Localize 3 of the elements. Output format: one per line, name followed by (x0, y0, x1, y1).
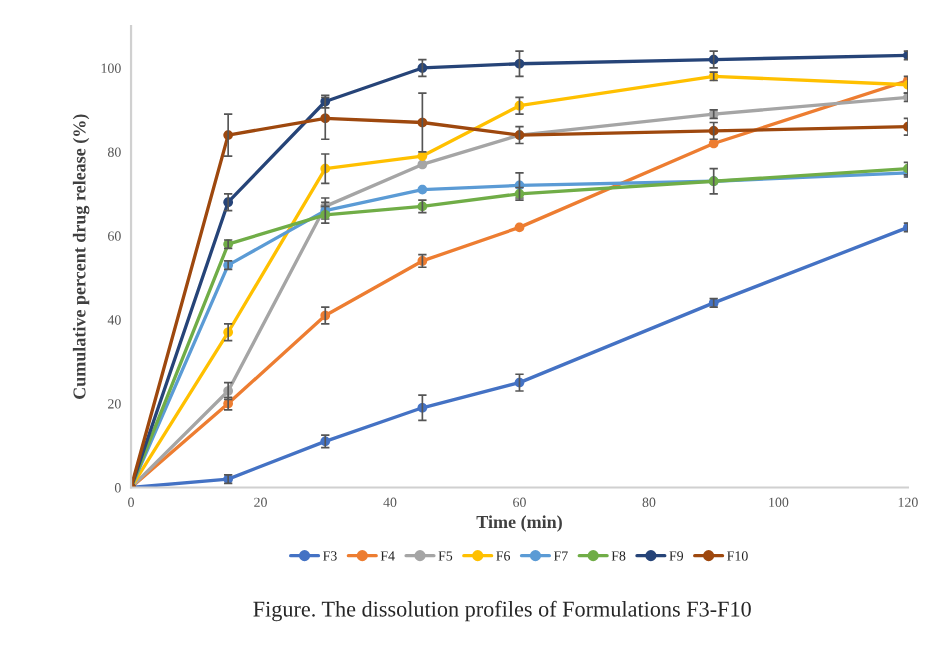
x-axis-title: Time (min) (476, 515, 562, 532)
y-axis-title: Cumulative percent drug release (%) (72, 114, 90, 399)
text: Figure. The dissolution profiles of Formulations F3-F10 (253, 600, 751, 622)
